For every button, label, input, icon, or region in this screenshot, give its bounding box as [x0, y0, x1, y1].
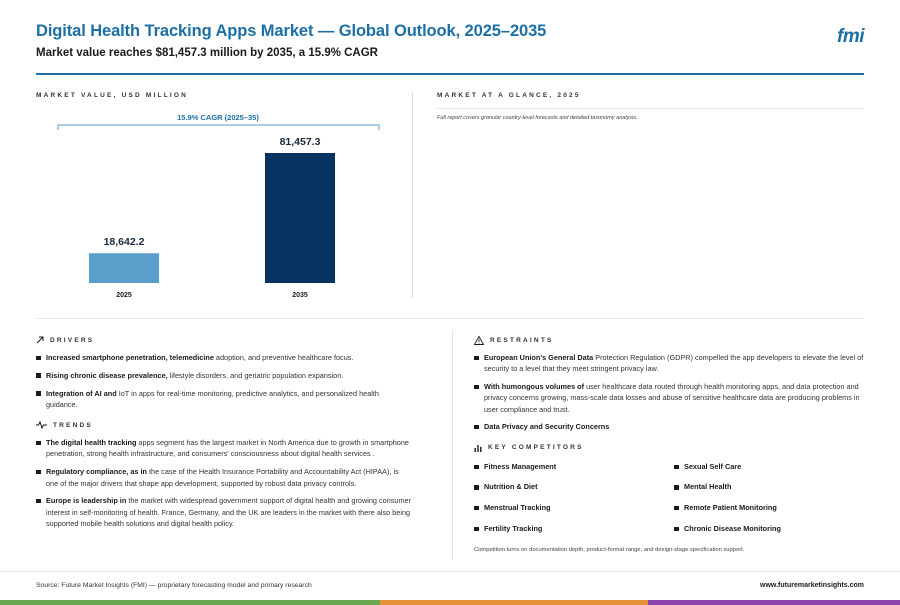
trend-item-text: the market with widespread government su… — [46, 496, 412, 528]
restraint-item-text: Protection Regulation (GDPR) compelled t… — [484, 353, 864, 374]
competitor-item: Sexual Self Care — [674, 462, 864, 472]
restraint-item-lead: European Union's General Data — [484, 353, 594, 362]
restraint-item: With humongous volumes of user healthcar… — [474, 381, 864, 415]
competitor-item: Chronic Disease Monitoring — [674, 524, 864, 534]
section-divider — [36, 318, 864, 319]
header-divider — [36, 73, 864, 75]
page-subtitle: Market value reaches $81,457.3 million b… — [36, 47, 378, 59]
market-value-panel: MARKET VALUE, USD MILLION 18,642.2 2025 81… — [36, 92, 412, 302]
driver-item-text: adoption, and preventive healthcare focu… — [213, 353, 354, 362]
drivers-label: DRIVERS — [50, 336, 95, 344]
drivers-list: Increased smartphone penetration, teleme… — [36, 352, 412, 410]
glance-note: Full report covers granular country-leve… — [437, 115, 638, 121]
market-value-chart: 18,642.2 2025 81,457.3 2035 15.9% CAGR (2025… — [57, 113, 380, 299]
driver-item: Integration of AI and IoT in apps for re… — [36, 388, 412, 411]
trend-item: The digital health tracking apps segment… — [36, 437, 412, 460]
trends-label: TRENDS — [53, 421, 93, 429]
chart-section-label: MARKET VALUE, USD MILLION — [36, 92, 189, 99]
trends-heading: TRENDS — [36, 419, 412, 431]
competitor-item: Fitness Management — [474, 462, 674, 472]
right-column: RESTRAINTS European Union's General Data… — [474, 334, 864, 553]
x-tick-label: 2035 — [292, 292, 308, 299]
activity-pulse-icon — [36, 421, 47, 430]
competitor-item: Nutrition & Diet — [474, 482, 674, 492]
driver-item-lead: Integration of AI and — [46, 388, 117, 398]
trend-item: Regulatory compliance, as in the case of… — [36, 466, 412, 489]
footer-divider — [0, 571, 900, 572]
competitor-item: Remote Patient Monitoring — [674, 503, 864, 513]
x-tick-label: 2025 — [116, 292, 132, 299]
glance-section-label: MARKET AT A GLANCE, 2025 — [437, 92, 581, 99]
footer-source: Source: Future Market Insights (FMI) — p… — [36, 582, 312, 589]
bar-chart-icon — [474, 444, 482, 452]
warning-triangle-icon — [474, 335, 484, 345]
restraints-label: RESTRAINTS — [490, 336, 554, 344]
competitors-grid: Fitness Management Sexual Self Care Nutrit… — [474, 462, 864, 534]
driver-item-text: lifestyle disorders, and geriatric popul… — [167, 370, 344, 380]
restraints-heading: RESTRAINTS — [474, 334, 864, 346]
driver-item-text: IoT in apps for real-time monitoring, pr… — [46, 388, 379, 409]
restraint-item: European Union's General Data Protection… — [474, 352, 864, 375]
fmi-logo[interactable]: fmi — [837, 26, 865, 47]
page-title: Digital Health Tracking Apps Market — Gl… — [36, 22, 547, 40]
column-divider — [452, 330, 453, 560]
cagr-bracket — [57, 124, 380, 130]
trend-item-lead: Regulatory compliance, as in — [46, 467, 147, 477]
vertical-divider — [412, 92, 413, 298]
bar-value-label: 81,457.3 — [280, 136, 321, 148]
driver-item: Rising chronic disease prevalence, lifes… — [36, 370, 412, 381]
report-header: Digital Health Tracking Apps Market — Gl… — [36, 22, 865, 59]
competitor-item: Menstrual Tracking — [474, 503, 674, 513]
restraint-item-lead: Data Privacy and Security Concerns — [484, 422, 610, 432]
driver-item-lead: Rising chronic disease prevalence, — [46, 370, 168, 380]
stripe-segment — [0, 600, 380, 605]
competitors-label: KEY COMPETITORS — [488, 444, 584, 452]
footer-url-link[interactable]: www.futuremarketinsights.com — [760, 582, 864, 589]
stripe-segment — [380, 600, 648, 605]
trend-item-text: apps segment has the largest market in N… — [46, 438, 409, 459]
stripe-segment — [648, 600, 900, 605]
trend-item-text: the case of the Health Insurance Portabi… — [46, 467, 399, 488]
trend-item: Europe is leadership in the market with … — [36, 495, 412, 529]
trend-item-lead: The digital health tracking — [46, 438, 137, 448]
bar-value-label: 18,642.2 — [104, 236, 145, 248]
trend-arrow-icon — [36, 336, 44, 344]
trend-item-lead: Europe is leadership in — [46, 496, 127, 506]
drivers-heading: DRIVERS — [36, 334, 412, 346]
trends-list: The digital health tracking apps segment… — [36, 437, 412, 529]
competitor-item: Fertility Tracking — [474, 524, 674, 534]
restraint-item-lead: With humongous volumes of — [484, 382, 585, 392]
bar-2025 — [89, 253, 159, 283]
restraint-item: Data Privacy and Security Concerns — [474, 421, 864, 432]
restraint-item-text: user healthcare data routed through heal… — [484, 382, 860, 414]
glance-divider — [437, 108, 864, 109]
competitors-heading: KEY COMPETITORS — [474, 442, 864, 454]
brand-color-stripe — [0, 600, 900, 605]
bar-2035 — [265, 153, 335, 283]
competitors-note: Competition turns on documentation depth… — [474, 546, 745, 553]
restraints-list: European Union's General Data Protection… — [474, 352, 864, 433]
driver-item-lead: Increased smartphone penetration, teleme… — [46, 353, 214, 362]
glance-panel: MARKET AT A GLANCE, 2025 Full report cov… — [437, 92, 864, 121]
competitor-item: Mental Health — [674, 482, 864, 492]
driver-item: Increased smartphone penetration, teleme… — [36, 352, 412, 363]
left-column: DRIVERS Increased smartphone penetration… — [36, 334, 412, 529]
cagr-annotation: 15.9% CAGR (2025–35) — [177, 113, 259, 122]
